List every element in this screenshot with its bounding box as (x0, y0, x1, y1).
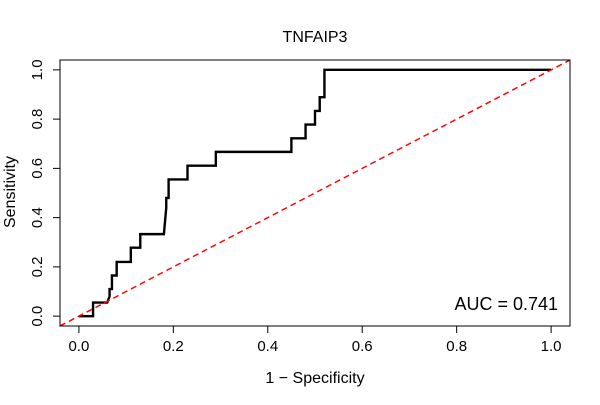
plot-frame (59, 59, 571, 327)
y-tick-label: 0.0 (29, 306, 46, 327)
chart-title: TNFAIP3 (283, 29, 348, 46)
y-axis-title: Sensitivity (2, 156, 19, 228)
reference-diagonal-line (60, 60, 570, 326)
plot-area (60, 60, 570, 326)
auc-annotation: AUC = 0.741 (454, 294, 558, 314)
x-axis-title: 1 − Specificity (265, 370, 364, 387)
x-tick-label: 0.6 (352, 338, 373, 355)
roc-curve-line (78, 68, 552, 318)
y-tick-label: 1.0 (29, 59, 46, 80)
y-tick-label: 0.2 (29, 256, 46, 277)
y-tick-label: 0.8 (29, 109, 46, 130)
axes: 0.0 0.2 0.4 0.6 0.8 1.0 0.0 0.2 0.4 0.6 0.8 1.0 (29, 59, 571, 355)
x-tick-label: 0.4 (257, 338, 278, 355)
x-tick-label: 0.8 (446, 338, 467, 355)
x-tick-label: 0.2 (163, 338, 184, 355)
x-tick-label: 1.0 (541, 338, 562, 355)
x-tick-label: 0.0 (68, 338, 89, 355)
y-tick-label: 0.4 (29, 207, 46, 228)
y-tick-label: 0.6 (29, 158, 46, 179)
